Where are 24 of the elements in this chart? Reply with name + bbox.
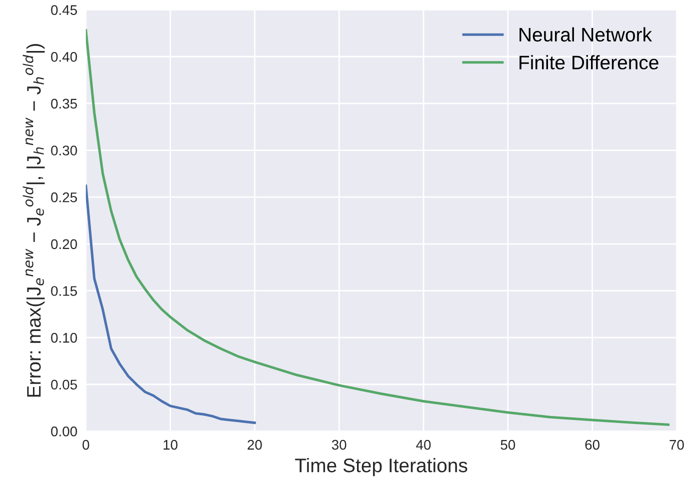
y-tick-label: 0.25 — [51, 192, 77, 202]
line-series — [86, 184, 256, 424]
y-tick-label: 0.45 — [51, 5, 77, 15]
x-tick-label: 60 — [585, 440, 600, 450]
x-tick-label: 40 — [416, 440, 431, 450]
x-tick-label: 30 — [332, 440, 346, 450]
y-tick-label: 0.20 — [51, 239, 77, 250]
x-tick-label: 20 — [248, 440, 262, 450]
y-tick-label: 0.40 — [51, 52, 77, 62]
y-tick-label: 0.30 — [51, 146, 77, 156]
legend-label: Finite Difference — [520, 55, 658, 70]
x-axis-title: Time Step Iterations — [295, 458, 468, 476]
legend-label: Neural Network — [520, 27, 652, 42]
x-tick-label: 50 — [500, 440, 516, 450]
y-tick-label: 0.15 — [51, 286, 77, 296]
x-tick-label: 70 — [670, 440, 684, 450]
x-tick-label: 10 — [164, 440, 178, 450]
text: Error: max(|J$_{e}$$^{new}$ − J$_{e}$$^{old}$|, |J$_{h}$$^{new}$ − J$_{h}$$^{old}$|) — [22, 44, 45, 397]
y-tick-label: 0.10 — [51, 332, 77, 343]
y-tick-label: 0.00 — [51, 426, 77, 436]
y-tick-label: 0.05 — [51, 380, 77, 390]
x-tick-label: 0 — [82, 440, 90, 450]
line-series — [86, 29, 670, 426]
y-tick-label: 0.35 — [51, 98, 77, 109]
